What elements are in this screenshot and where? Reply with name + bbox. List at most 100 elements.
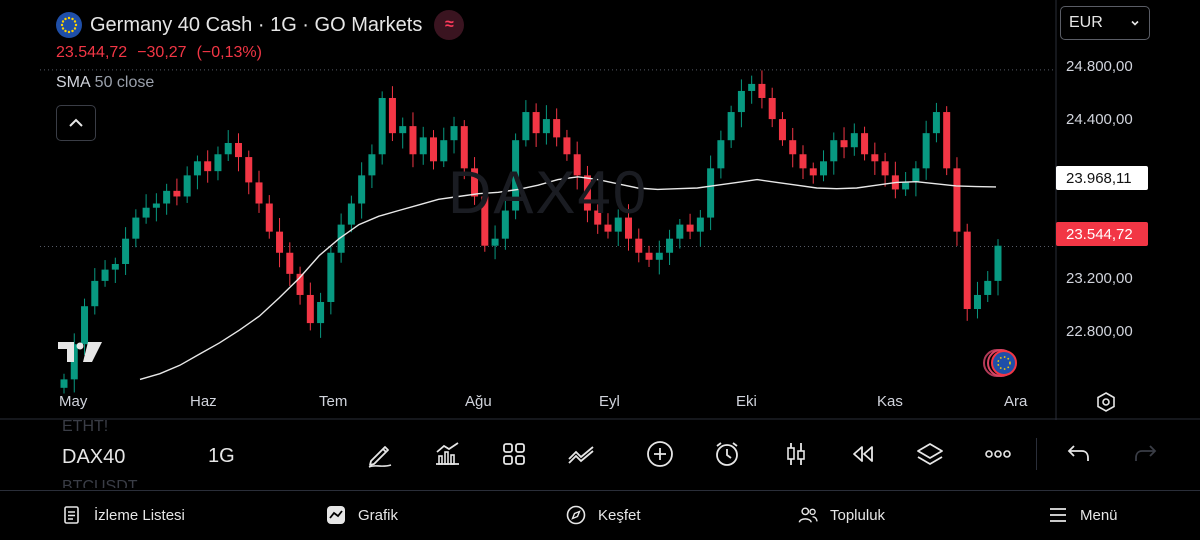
nav-community[interactable]: Topluluk xyxy=(798,505,885,525)
candle-down xyxy=(604,224,612,232)
events-flag-icon[interactable] xyxy=(982,348,1030,378)
candle-down xyxy=(840,140,848,148)
candle-down xyxy=(276,231,284,253)
settings-hexagon-icon[interactable] xyxy=(1094,390,1118,414)
candles-group xyxy=(60,70,1002,394)
candle-up xyxy=(60,379,68,388)
tradingview-logo-icon[interactable] xyxy=(58,338,104,366)
candle-up xyxy=(183,175,191,197)
candle-up xyxy=(378,97,386,155)
candle-up xyxy=(932,112,940,134)
watchlist-next-symbol[interactable]: BTCUSDT xyxy=(62,478,138,488)
candle-up xyxy=(132,217,140,239)
nav-menu-label: Menü xyxy=(1080,506,1118,524)
candle-up xyxy=(912,168,920,183)
community-icon xyxy=(798,507,818,523)
compare-lines-icon xyxy=(568,446,594,464)
last-price-tag: 23.544,72 xyxy=(1056,222,1148,246)
more-button[interactable] xyxy=(982,438,1014,470)
interval-selector[interactable]: 1G xyxy=(208,445,235,467)
candle-down xyxy=(204,161,212,172)
candle-up xyxy=(727,112,735,141)
candle-down xyxy=(809,168,817,176)
drawing-tools-button[interactable] xyxy=(364,438,396,470)
candle-up xyxy=(994,245,1002,281)
candle-up xyxy=(347,203,355,225)
candle-up xyxy=(419,137,427,155)
candle-down xyxy=(871,154,879,162)
candle-down xyxy=(953,168,961,232)
compare-button[interactable] xyxy=(565,438,597,470)
candle-up xyxy=(111,264,119,270)
candle-down xyxy=(881,161,889,176)
chart-type-button[interactable] xyxy=(780,438,812,470)
candle-up xyxy=(122,238,130,265)
candle-up xyxy=(666,238,674,253)
layouts-button[interactable] xyxy=(498,438,530,470)
indicators-button[interactable] xyxy=(431,438,463,470)
candle-up xyxy=(70,344,78,380)
y-tick-label: 24.400,00 xyxy=(1066,111,1133,128)
rewind-icon xyxy=(853,446,873,462)
candle-down xyxy=(460,126,468,169)
add-button[interactable] xyxy=(644,438,676,470)
candle-down xyxy=(296,273,304,295)
candle-up xyxy=(193,161,201,176)
candle-up xyxy=(522,112,530,141)
watchlist-prev-symbol[interactable]: ETHT! xyxy=(62,418,109,435)
watchlist-icon xyxy=(64,506,79,524)
candle-down xyxy=(481,196,489,246)
last-price: 23.544,72 xyxy=(56,44,128,61)
x-tick-label: Haz xyxy=(190,393,217,410)
sma-price-tag: 23.968,11 xyxy=(1056,166,1148,190)
x-tick-label: Kas xyxy=(877,393,903,410)
candle-up xyxy=(830,140,838,162)
collapse-legend-button[interactable] xyxy=(56,105,96,141)
candle-up xyxy=(81,306,89,345)
nav-watchlist[interactable]: İzleme Listesi xyxy=(62,505,185,525)
candle-down xyxy=(173,190,181,197)
replay-button[interactable] xyxy=(847,438,879,470)
nav-community-label: Topluluk xyxy=(830,506,886,524)
candle-down xyxy=(388,97,396,134)
symbol-header[interactable]: Germany 40 Cash · 1G · GO Markets ≈ xyxy=(56,10,465,40)
toolbar-divider xyxy=(1036,438,1037,470)
hamburger-menu-icon xyxy=(1050,508,1066,522)
nav-chart-label: Grafik xyxy=(358,506,399,524)
candle-down xyxy=(286,252,294,274)
indicators-icon xyxy=(436,442,459,465)
price-chart[interactable] xyxy=(0,0,1200,420)
currency-value: EUR xyxy=(1069,14,1103,31)
bottom-navigation: İzleme Listesi Grafik Keşfet Topluluk Me… xyxy=(0,490,1200,540)
nav-menu[interactable]: Menü xyxy=(1048,505,1118,525)
candle-down xyxy=(409,126,417,155)
y-tick-label: 23.200,00 xyxy=(1066,270,1133,287)
nav-explore[interactable]: Keşfet xyxy=(566,505,641,525)
compass-icon xyxy=(566,505,586,525)
candle-down xyxy=(306,294,314,324)
candle-up xyxy=(450,126,458,141)
candle-down xyxy=(471,168,479,197)
layers-button[interactable] xyxy=(914,438,946,470)
candle-down xyxy=(963,231,971,310)
redo-button[interactable] xyxy=(1130,438,1162,470)
candle-up xyxy=(327,252,335,302)
undo-button[interactable] xyxy=(1062,438,1094,470)
candle-up xyxy=(399,126,407,134)
candle-up xyxy=(676,224,684,239)
alerts-button[interactable] xyxy=(711,438,743,470)
indicator-legend[interactable]: SMA 50 close xyxy=(56,74,154,92)
layers-icon xyxy=(917,443,943,466)
nav-chart[interactable]: Grafik xyxy=(326,505,398,525)
chart-icon xyxy=(327,506,345,524)
candle-down xyxy=(594,210,602,225)
symbol-selector[interactable]: DAX40 xyxy=(62,446,126,468)
grid-layout-icon xyxy=(503,443,525,465)
candle-down xyxy=(583,175,591,211)
chevron-up-icon xyxy=(69,118,83,127)
candle-up xyxy=(501,210,509,239)
candle-up xyxy=(101,269,109,281)
currency-select[interactable]: EUR xyxy=(1060,6,1150,40)
indicator-params: 50 close xyxy=(94,74,155,91)
alarm-clock-icon xyxy=(716,442,738,466)
